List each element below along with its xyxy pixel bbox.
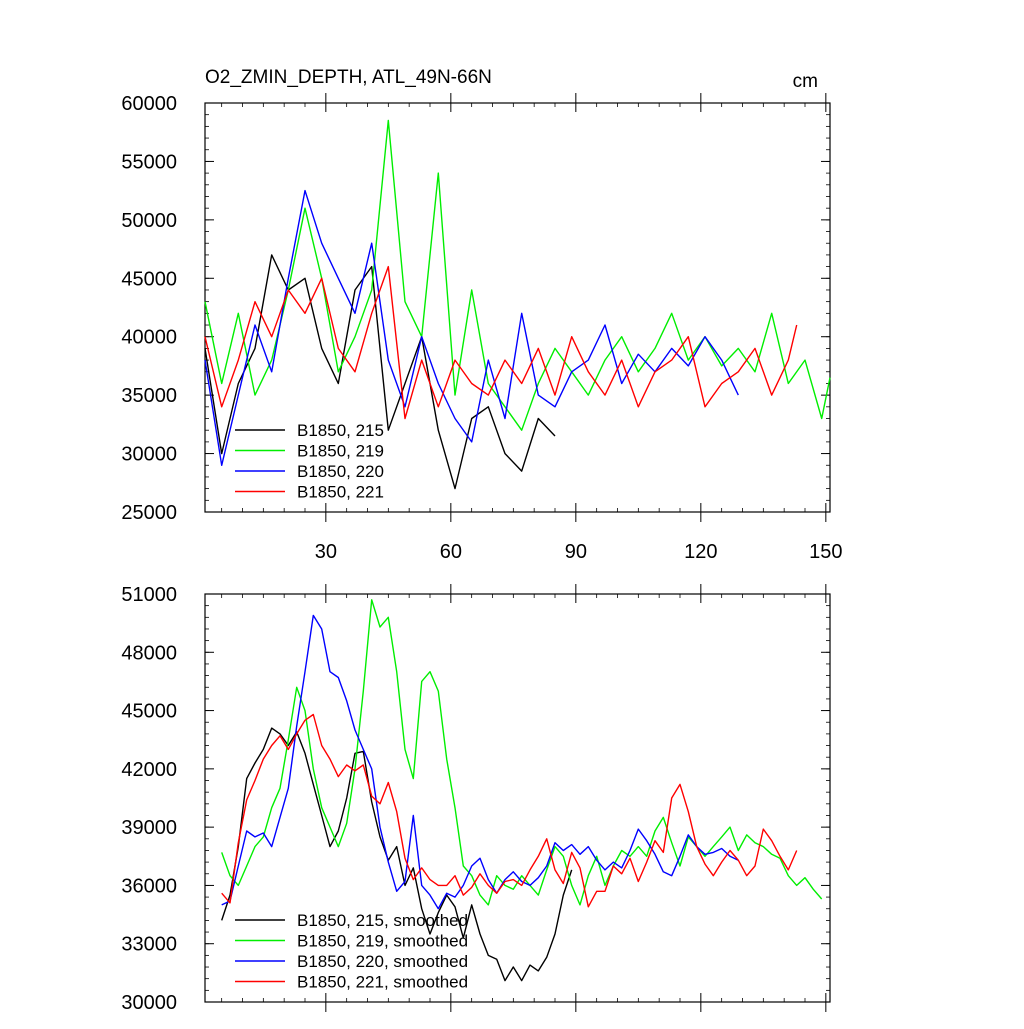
- panel2-series-line-3: [221, 614, 739, 910]
- panel2-series-line-1: [221, 727, 573, 982]
- panel2-y-tick-label: 45000: [121, 701, 177, 723]
- panel2-y-tick-label: 48000: [121, 642, 177, 664]
- panel1-legend-label-1: B1850, 215: [297, 421, 384, 440]
- panel1-y-tick-label: 50000: [121, 210, 177, 232]
- panel2-y-tick-label: 36000: [121, 875, 177, 897]
- units-label: cm: [793, 71, 818, 92]
- panel1-y-tick-label: 40000: [121, 327, 177, 349]
- panel1-series-line-1: [204, 254, 556, 490]
- panel1-y-tick-label: 60000: [121, 93, 177, 115]
- panel1-x-tick-label: 60: [440, 541, 462, 563]
- panel2-y-tick-label: 30000: [121, 992, 177, 1014]
- panel1-x-tick-label: 30: [315, 541, 337, 563]
- panel1-y-tick-label: 55000: [121, 151, 177, 173]
- panel2-series-line-2: [221, 599, 823, 906]
- panel1-frame: [204, 102, 831, 513]
- panel1-x-tick-label: 150: [809, 541, 842, 563]
- panel2-legend-label-3: B1850, 220, smoothed: [297, 952, 468, 971]
- panel1-x-tick-label: 120: [684, 541, 717, 563]
- panel1-y-tick-label: 35000: [121, 385, 177, 407]
- panel2-y-tick-label: 42000: [121, 759, 177, 781]
- panel1-y-tick-label: 30000: [121, 444, 177, 466]
- panel1-legend-label-2: B1850, 219: [297, 442, 384, 461]
- panel2-legend-label-2: B1850, 219, smoothed: [297, 932, 468, 951]
- panel1-legend-label-3: B1850, 220: [297, 462, 384, 481]
- chart-title: O2_ZMIN_DEPTH, ATL_49N-66N: [205, 67, 492, 88]
- panel2-frame: [204, 593, 831, 1003]
- panel2-series-line-4: [221, 713, 798, 908]
- panel1-series-line-3: [204, 189, 739, 466]
- panel2-y-tick-label: 39000: [121, 817, 177, 839]
- panel2-legend-label-4: B1850, 221, smoothed: [297, 973, 468, 992]
- panel1-y-tick-label: 25000: [121, 502, 177, 524]
- panel1-legend-label-4: B1850, 221: [297, 483, 384, 502]
- panel1-series-line-4: [204, 265, 798, 420]
- panel1-y-tick-label: 45000: [121, 268, 177, 290]
- panel2-legend-label-1: B1850, 215, smoothed: [297, 911, 468, 930]
- panel1-series-line-2: [204, 119, 831, 431]
- panel1-x-tick-label: 90: [565, 541, 587, 563]
- panel2-y-tick-label: 51000: [121, 584, 177, 606]
- panel2-y-tick-label: 33000: [121, 934, 177, 956]
